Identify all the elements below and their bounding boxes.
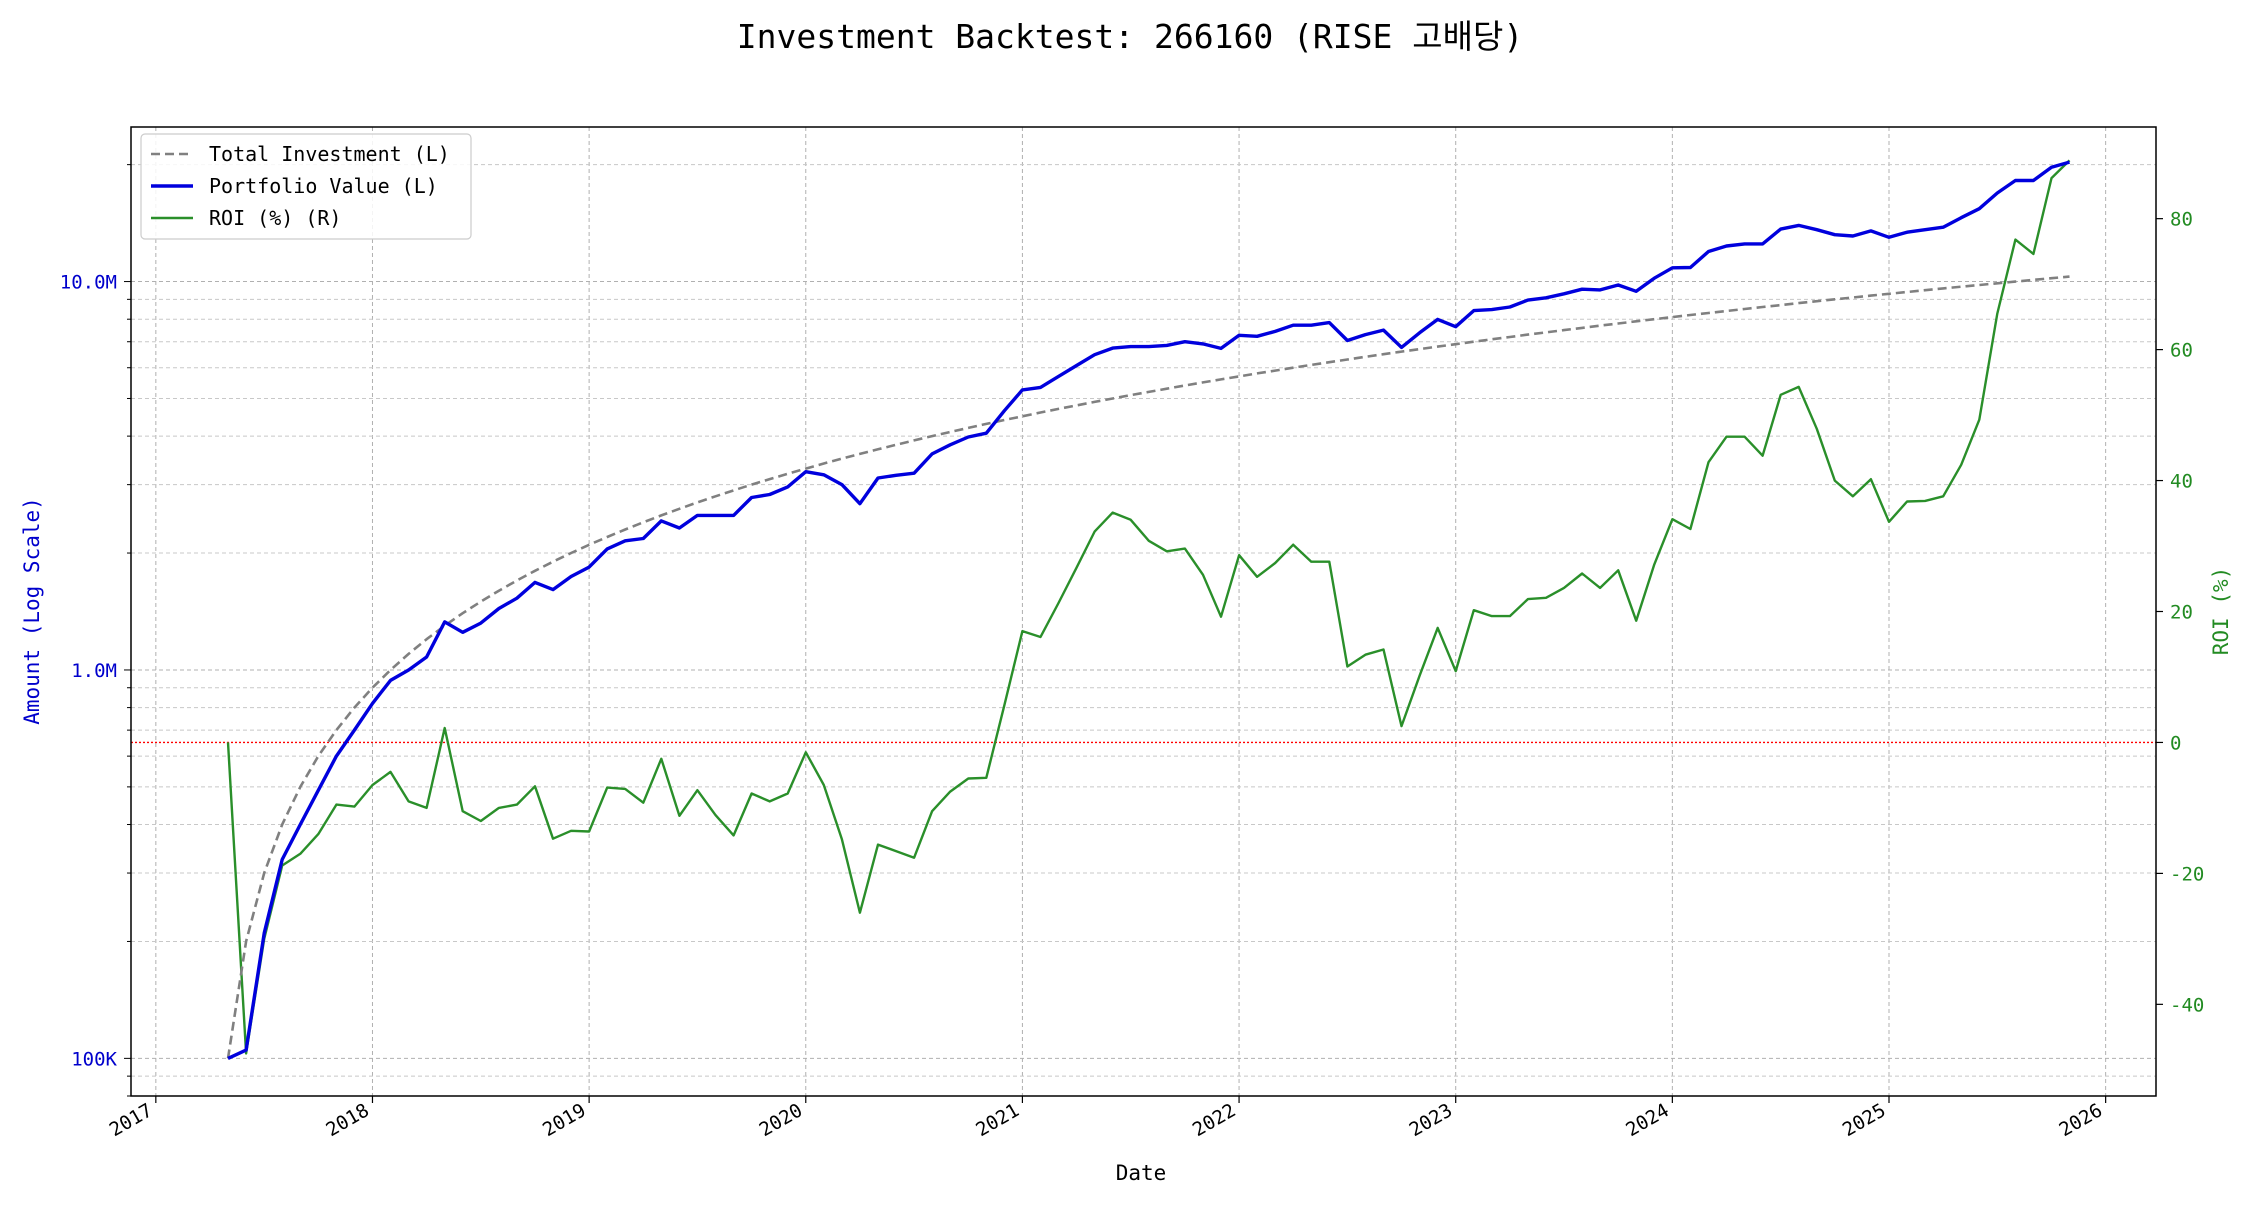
y-right-tick-label: -20	[2170, 863, 2204, 885]
y-right-axis-label: ROI (%)	[2209, 567, 2233, 656]
y-right-tick-label: 20	[2170, 602, 2193, 624]
legend-entry-label: ROI (%) (R)	[209, 206, 341, 230]
y-right-tick-label: 60	[2170, 340, 2193, 362]
y-right-tick-label: -40	[2170, 994, 2204, 1016]
y-left-tick-label: 10.0M	[60, 272, 117, 294]
roi-line	[226, 159, 2071, 1055]
y-right-tick-label: 40	[2170, 471, 2193, 493]
y-right-tick-label: 80	[2170, 209, 2193, 231]
legend-entry-label: Portfolio Value (L)	[209, 174, 438, 198]
legend: Total Investment (L) Portfolio Value (L) R…	[140, 133, 472, 240]
legend-box	[140, 133, 472, 240]
portfolio-value-line	[227, 160, 2070, 1060]
series-lines	[226, 159, 2071, 1060]
y-left-axis-label: Amount (Log Scale)	[20, 497, 44, 725]
legend-entry-label: Total Investment (L)	[209, 142, 450, 166]
x-axis-label: Date	[1116, 1161, 1167, 1185]
y-left-tick-label: 1.0M	[71, 660, 117, 682]
total-investment-line	[226, 275, 2070, 1059]
y-left-tick-label: 100K	[71, 1048, 117, 1070]
y-right-tick-label: 0	[2170, 732, 2181, 754]
chart-title: Investment Backtest: 266160 (RISE 고배당)	[737, 17, 1523, 56]
